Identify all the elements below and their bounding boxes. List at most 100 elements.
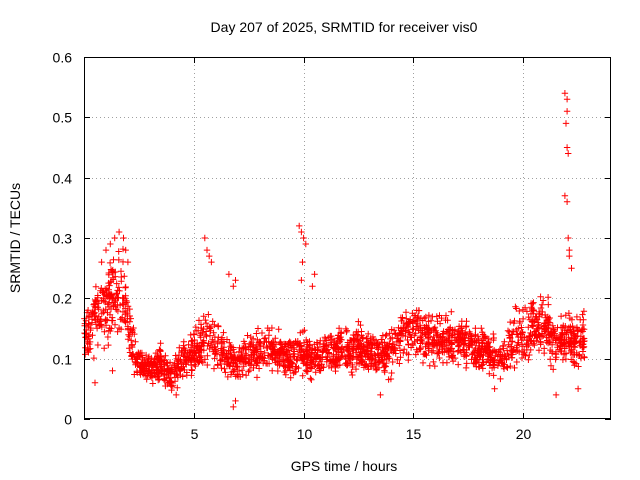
- data-point-plus: [311, 271, 318, 278]
- data-point-plus: [538, 325, 546, 332]
- data-point-plus: [160, 376, 168, 383]
- data-point-plus: [297, 352, 305, 359]
- data-point-plus: [236, 357, 243, 365]
- data-point-plus: [85, 346, 93, 353]
- data-point-plus: [343, 327, 351, 334]
- data-point-plus: [86, 338, 94, 346]
- data-point-plus: [198, 324, 205, 332]
- data-point-plus: [579, 321, 587, 329]
- data-point-plus: [202, 319, 210, 327]
- data-point-plus: [126, 305, 133, 313]
- data-point-plus: [331, 345, 339, 353]
- data-point-plus: [571, 344, 579, 351]
- data-point-plus: [89, 332, 96, 339]
- data-point-plus: [563, 144, 571, 151]
- data-point-plus: [397, 314, 405, 321]
- data-point-plus: [537, 293, 544, 300]
- data-point-plus: [313, 339, 321, 346]
- data-point-plus: [91, 309, 98, 316]
- data-point-plus: [344, 360, 352, 367]
- data-point-plus: [240, 363, 247, 370]
- data-point-plus: [115, 256, 122, 264]
- data-point-plus: [221, 358, 228, 365]
- data-point-plus: [355, 328, 362, 336]
- data-point-plus: [161, 356, 168, 363]
- data-point-plus: [424, 335, 432, 342]
- data-point-plus: [541, 349, 548, 357]
- data-point-plus: [101, 345, 108, 352]
- data-point-plus: [500, 365, 508, 372]
- data-point-plus: [422, 343, 429, 350]
- data-point-plus: [454, 348, 461, 355]
- data-point-plus: [446, 332, 453, 340]
- data-point-plus: [322, 353, 330, 360]
- data-point-plus: [100, 309, 107, 316]
- data-point-plus: [342, 325, 349, 333]
- data-point-plus: [409, 319, 416, 326]
- data-point-plus: [488, 364, 496, 372]
- data-point-plus: [381, 367, 388, 374]
- data-point-plus: [568, 348, 575, 355]
- data-point-plus: [455, 342, 462, 349]
- data-point-plus: [574, 385, 582, 392]
- data-point-plus: [122, 246, 129, 254]
- data-point-plus: [302, 347, 309, 355]
- data-point-plus: [409, 310, 416, 317]
- data-point-plus: [572, 360, 580, 367]
- data-point-plus: [102, 322, 110, 329]
- y-tick-label: 0: [64, 412, 72, 428]
- data-point-plus: [240, 345, 247, 352]
- data-point-plus: [235, 367, 243, 375]
- data-point-plus: [389, 334, 396, 341]
- data-point-plus: [281, 368, 288, 376]
- data-point-plus: [525, 324, 532, 331]
- data-point-plus: [542, 314, 550, 321]
- data-point-plus: [405, 341, 412, 348]
- data-point-plus: [310, 358, 318, 366]
- data-point-plus: [570, 331, 578, 339]
- data-point-plus: [434, 331, 441, 338]
- data-point-plus: [133, 360, 140, 367]
- data-point-plus: [403, 349, 410, 357]
- data-point-plus: [485, 344, 492, 351]
- data-point-plus: [184, 350, 191, 357]
- data-point-plus: [368, 360, 375, 367]
- data-point-plus: [353, 359, 361, 367]
- data-point-plus: [507, 318, 514, 326]
- data-point-plus: [399, 332, 407, 339]
- data-point-plus: [300, 339, 308, 346]
- data-point-plus: [290, 340, 297, 347]
- data-point-plus: [245, 355, 252, 363]
- data-point-plus: [550, 366, 557, 373]
- data-point-plus: [566, 252, 573, 260]
- data-point-plus: [131, 371, 138, 378]
- data-point-plus: [214, 322, 222, 330]
- data-point-plus: [552, 391, 560, 399]
- data-point-plus: [417, 315, 425, 322]
- data-point-plus: [205, 311, 212, 318]
- data-point-plus: [238, 367, 246, 374]
- data-point-plus: [580, 340, 587, 348]
- data-point-plus: [280, 362, 287, 370]
- data-point-plus: [448, 352, 455, 360]
- data-point-plus: [230, 349, 238, 356]
- data-point-plus: [276, 339, 284, 346]
- data-point-plus: [560, 350, 568, 357]
- data-point-plus: [478, 339, 485, 346]
- data-point-plus: [211, 355, 218, 362]
- data-point-plus: [229, 344, 237, 351]
- data-point-plus: [301, 356, 308, 363]
- data-point-plus: [132, 359, 139, 366]
- data-point-plus: [421, 324, 428, 331]
- data-point-plus: [352, 365, 360, 373]
- data-point-plus: [389, 341, 396, 348]
- data-point-plus: [183, 372, 190, 379]
- data-point-plus: [121, 317, 128, 324]
- data-point-plus: [377, 391, 384, 399]
- data-point-plus: [297, 329, 304, 336]
- data-point-plus: [561, 336, 568, 343]
- data-point-plus: [545, 321, 552, 328]
- data-point-plus: [503, 347, 511, 354]
- data-point-plus: [104, 301, 111, 308]
- data-point-plus: [382, 363, 389, 370]
